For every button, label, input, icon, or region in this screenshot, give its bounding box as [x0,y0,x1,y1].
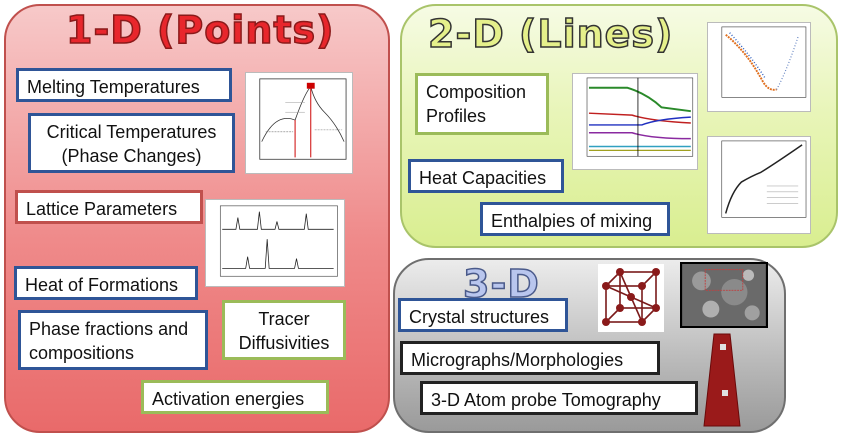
box-label-line2: Diffusivities [238,333,330,353]
box-label: 3-D Atom probe Tomography [431,390,661,410]
box-label-line2: (Phase Changes) [61,146,202,166]
title-1d: 1-D (Points) [65,7,335,53]
box-enthalpies-of-mixing: Enthalpies of mixing [480,202,670,236]
box-label-line1: Critical Temperatures [46,122,217,142]
box-label: Melting Temperatures [27,77,200,97]
phase-diagram-figure [245,72,353,174]
title-2d: 2-D (Lines) [427,11,674,57]
box-label: Crystal structures [409,307,550,327]
box-critical-temperatures: Critical Temperatures (Phase Changes) [28,113,235,173]
box-label: Enthalpies of mixing [491,211,653,231]
atom-probe-figure [700,330,744,430]
box-heat-capacities: Heat Capacities [408,159,564,193]
box-label-line1: Phase fractions and [29,319,189,339]
box-melting-temperatures: Melting Temperatures [16,68,232,102]
box-phase-fractions: Phase fractions and compositions [18,310,208,370]
enthalpy-plot-figure [707,22,811,112]
box-label: Heat of Formations [25,275,179,295]
box-label: Lattice Parameters [26,199,178,219]
micrograph-figure [680,262,768,328]
box-label-line1: Composition [426,82,527,102]
box-label: Micrographs/Morphologies [411,350,624,370]
heat-capacity-plot-figure [707,136,811,234]
box-label: Activation energies [152,389,305,409]
composition-profile-figure [572,73,698,170]
box-label-line2: compositions [29,343,135,363]
box-micrographs-morphologies: Micrographs/Morphologies [400,341,660,375]
box-crystal-structures: Crystal structures [398,298,568,332]
box-activation-energies: Activation energies [141,380,329,414]
box-label-line2: Profiles [426,106,487,126]
box-atom-probe-tomography: 3-D Atom probe Tomography [420,381,698,415]
box-label-line1: Tracer [258,309,310,329]
crystal-structure-figure [598,264,664,332]
box-label: Heat Capacities [419,168,547,188]
box-composition-profiles: Composition Profiles [415,73,549,135]
xrd-pattern-figure [205,199,345,287]
box-tracer-diffusivities: Tracer Diffusivities [222,300,346,360]
box-lattice-parameters: Lattice Parameters [15,190,203,224]
box-heat-of-formations: Heat of Formations [14,266,198,300]
